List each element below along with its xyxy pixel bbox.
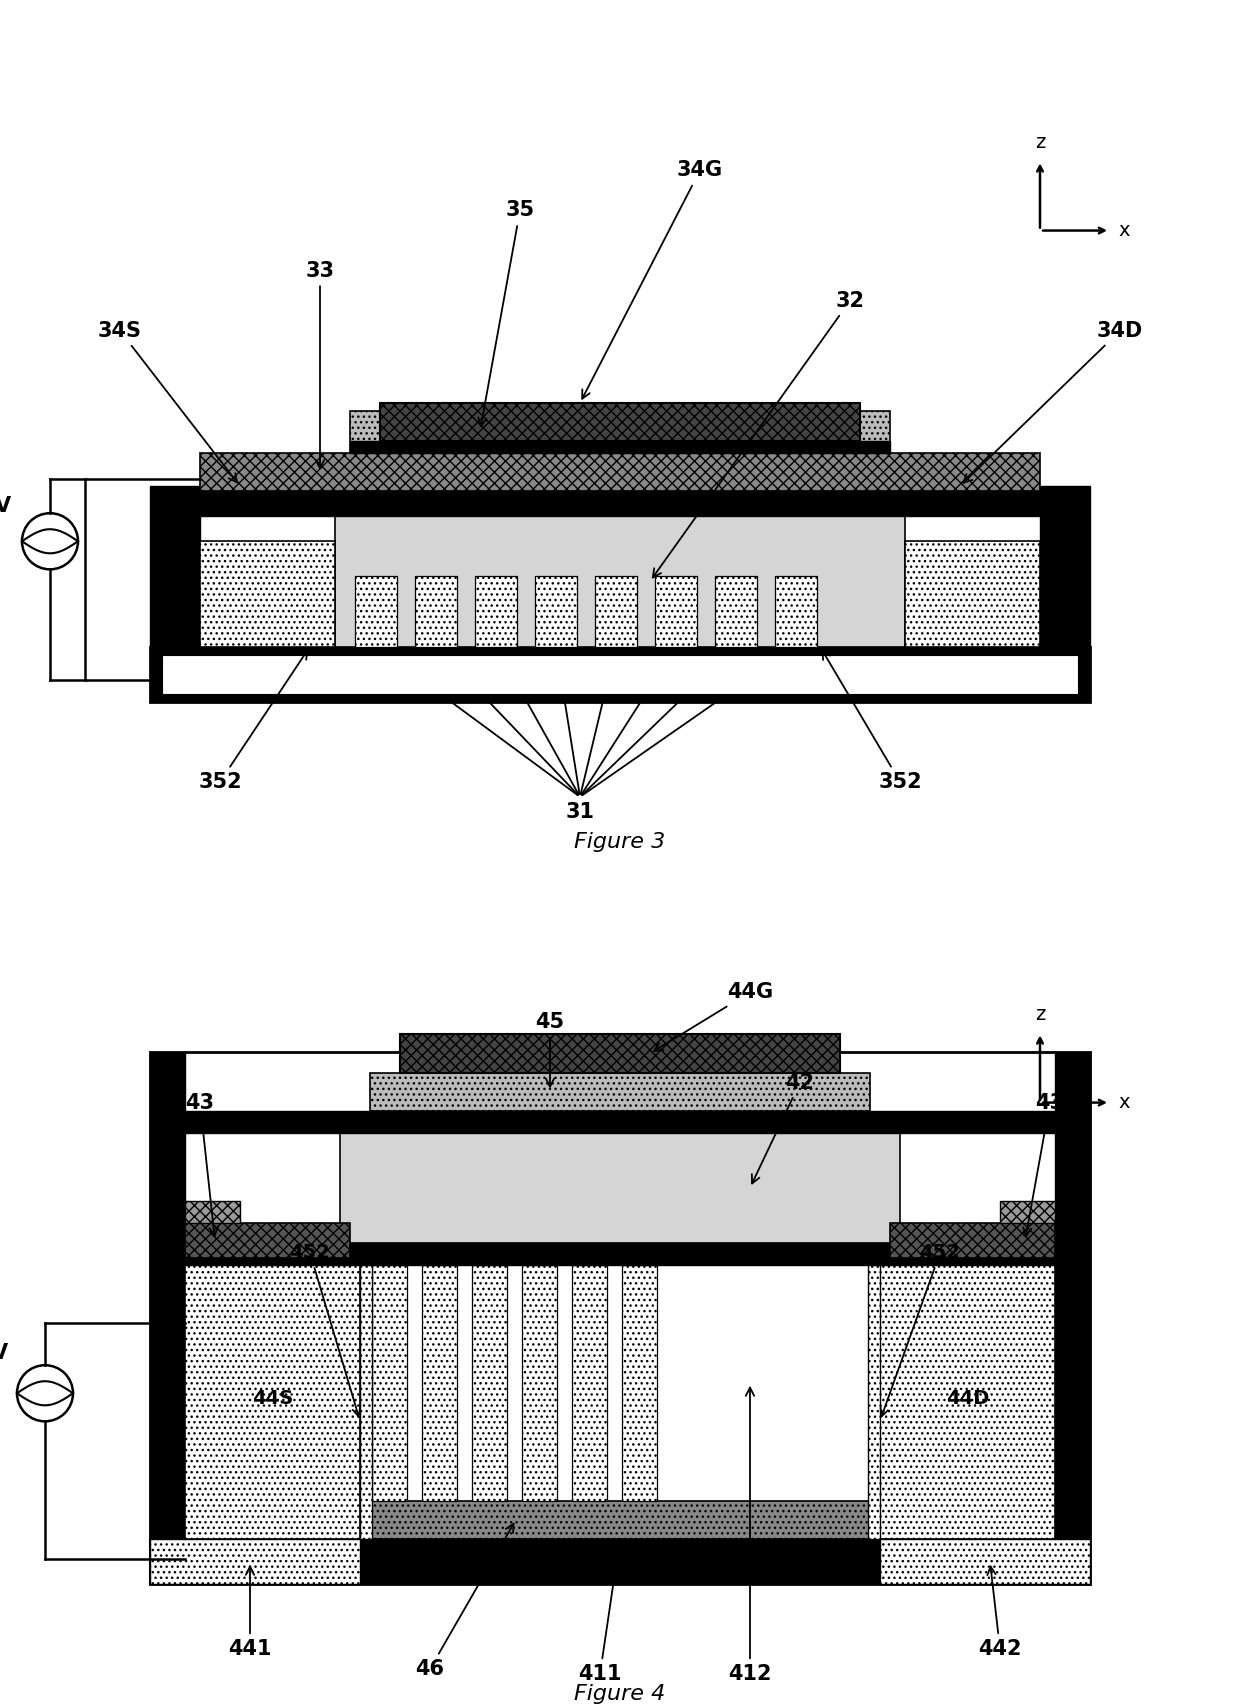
Bar [868,1264,880,1539]
Text: 441: 441 [228,1566,272,1660]
Bar [185,1223,350,1258]
Text: z: z [1035,1005,1045,1024]
Bar [379,402,861,441]
Bar [360,1264,372,1539]
Bar [200,453,1040,491]
Text: Figure 4: Figure 4 [574,1684,666,1704]
Bar [475,576,517,646]
Text: 452: 452 [880,1244,961,1416]
Text: 31: 31 [565,803,594,821]
Bar [775,576,817,646]
Bar [185,1201,241,1223]
Text: 34D: 34D [963,320,1143,482]
Bar [522,1264,557,1501]
Text: 44D: 44D [946,1389,990,1408]
Bar [350,411,890,453]
Bar [622,1264,657,1501]
Bar [1040,486,1090,646]
Bar [200,542,335,646]
Bar [200,491,1040,516]
Text: x: x [1118,222,1130,240]
Bar [150,1539,360,1583]
Text: 44S: 44S [252,1389,293,1408]
Bar [1055,1053,1090,1539]
Bar [150,486,200,646]
Bar [880,1258,1055,1539]
Bar [401,1034,839,1072]
Bar [715,576,756,646]
Text: 352: 352 [822,651,921,792]
Bar [572,1264,608,1501]
Bar [880,1539,1090,1583]
Text: 42: 42 [751,1072,815,1184]
Text: V: V [0,1343,9,1363]
Bar [999,1201,1055,1223]
Bar [185,1242,1055,1264]
Bar [185,1258,360,1539]
Bar [150,1053,1090,1583]
Text: 44G: 44G [653,982,773,1051]
Bar [340,1133,900,1242]
Text: Figure 3: Figure 3 [574,832,666,852]
Text: 452: 452 [290,1244,360,1416]
Bar [655,576,697,646]
Bar [162,654,1078,694]
Bar [595,576,637,646]
Bar [415,576,458,646]
Bar [355,576,397,646]
Text: 412: 412 [728,1387,771,1684]
Text: 32: 32 [652,291,864,578]
Text: 45: 45 [536,1012,564,1087]
Text: 352: 352 [198,651,308,792]
Text: 43: 43 [1023,1092,1064,1235]
Text: 35: 35 [479,201,534,426]
Bar [150,1053,185,1539]
Bar [335,516,905,646]
Bar [370,1072,870,1111]
Text: 442: 442 [978,1566,1022,1660]
Text: V: V [0,496,11,516]
Bar [360,1501,880,1539]
Text: 411: 411 [578,1544,622,1684]
Bar [350,441,890,453]
Bar [185,1111,1055,1133]
Text: z: z [1035,133,1045,152]
Bar [905,542,1040,646]
Bar [150,1539,1090,1583]
Bar [372,1264,407,1501]
Bar [890,1223,1055,1258]
Text: 46: 46 [415,1523,513,1678]
Bar [534,576,577,646]
Bar [422,1264,458,1501]
Text: 43: 43 [186,1092,218,1235]
Text: x: x [1118,1092,1130,1113]
Bar [472,1264,507,1501]
Text: 33: 33 [305,261,335,469]
Bar [150,646,1090,702]
Text: 34G: 34G [583,160,723,399]
Text: 34S: 34S [98,320,237,482]
